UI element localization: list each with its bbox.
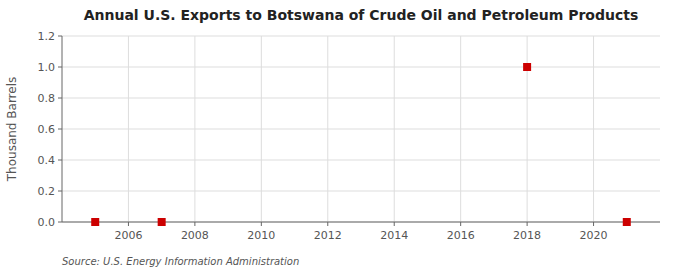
tick <box>194 222 195 226</box>
title: Annual U.S. Exports to Botswana of Crude… <box>84 7 639 23</box>
tick-label: 2014 <box>380 229 408 242</box>
tick-label: 2010 <box>247 229 275 242</box>
grid-line <box>261 36 262 222</box>
tick <box>58 98 62 99</box>
tick-label: 1.0 <box>38 61 56 74</box>
grid-line <box>394 36 395 222</box>
tick <box>58 36 62 37</box>
tick-label: 0.2 <box>38 185 56 198</box>
tick <box>58 191 62 192</box>
grid <box>62 36 660 222</box>
grid-line <box>593 36 594 222</box>
grid-line <box>62 160 660 161</box>
tick <box>58 160 62 161</box>
point <box>623 218 631 226</box>
grid-line <box>62 191 660 192</box>
grid-line <box>62 222 660 223</box>
tick-label: 0.6 <box>38 123 56 136</box>
grid-line <box>62 67 660 68</box>
tick-label: 1.2 <box>38 30 56 43</box>
grid-line <box>62 129 660 130</box>
grid-line <box>128 36 129 222</box>
point <box>158 218 166 226</box>
y-axis-label: Thousand Barrels <box>5 77 19 182</box>
tick <box>261 222 262 226</box>
tick-label: 2012 <box>314 229 342 242</box>
tick <box>527 222 528 226</box>
points <box>91 63 631 226</box>
tick-label: 2016 <box>447 229 475 242</box>
tick <box>58 222 62 223</box>
source-note: Source: U.S. Energy Information Administ… <box>62 256 299 267</box>
x-axis-line <box>62 222 660 223</box>
axes: 0.0 0.2 0.4 0.6 0.8 1.0 1.2 2006 2008 2010 2012 201… <box>38 30 661 242</box>
tick <box>394 222 395 226</box>
grid-line <box>460 36 461 222</box>
point <box>523 63 531 71</box>
tick <box>128 222 129 226</box>
tick-label: 2020 <box>580 229 608 242</box>
tick-label: 0.8 <box>38 92 56 105</box>
grid-line <box>62 98 660 99</box>
grid-line <box>327 36 328 222</box>
tick <box>327 222 328 226</box>
chart: Annual U.S. Exports to Botswana of Crude… <box>0 0 675 275</box>
point <box>91 218 99 226</box>
tick-label: 0.4 <box>38 154 56 167</box>
tick <box>460 222 461 226</box>
tick <box>58 67 62 68</box>
tick <box>593 222 594 226</box>
tick <box>58 129 62 130</box>
tick-label: 2008 <box>181 229 209 242</box>
tick-label: 2018 <box>513 229 541 242</box>
tick-label: 0.0 <box>38 216 56 229</box>
tick-label: 2006 <box>114 229 142 242</box>
grid-line <box>194 36 195 222</box>
grid-line <box>62 36 660 37</box>
y-axis-line <box>62 36 63 222</box>
